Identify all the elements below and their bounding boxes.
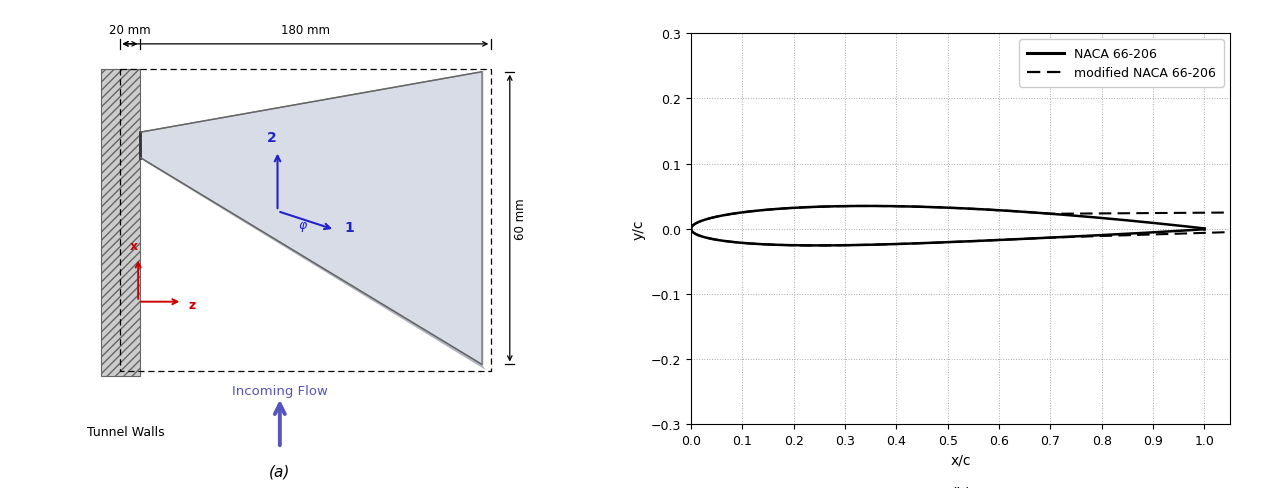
Text: 2: 2 xyxy=(268,130,276,144)
Legend: NACA 66-206, modified NACA 66-206: NACA 66-206, modified NACA 66-206 xyxy=(1019,41,1224,87)
Text: x: x xyxy=(129,239,137,252)
Text: 20 mm: 20 mm xyxy=(109,23,151,37)
Text: (a): (a) xyxy=(269,464,290,479)
X-axis label: x/c: x/c xyxy=(950,453,971,467)
Text: Incoming Flow: Incoming Flow xyxy=(232,384,327,397)
Text: $\varphi$: $\varphi$ xyxy=(298,220,308,234)
Y-axis label: y/c: y/c xyxy=(631,219,645,240)
Polygon shape xyxy=(141,73,482,365)
Polygon shape xyxy=(141,159,486,370)
Text: z: z xyxy=(189,298,195,311)
Text: 180 mm: 180 mm xyxy=(281,23,330,37)
Text: 60 mm: 60 mm xyxy=(515,198,527,240)
Text: 1: 1 xyxy=(344,221,354,235)
Polygon shape xyxy=(101,70,141,376)
Text: Tunnel Walls: Tunnel Walls xyxy=(87,426,165,438)
Text: (b): (b) xyxy=(950,486,971,488)
